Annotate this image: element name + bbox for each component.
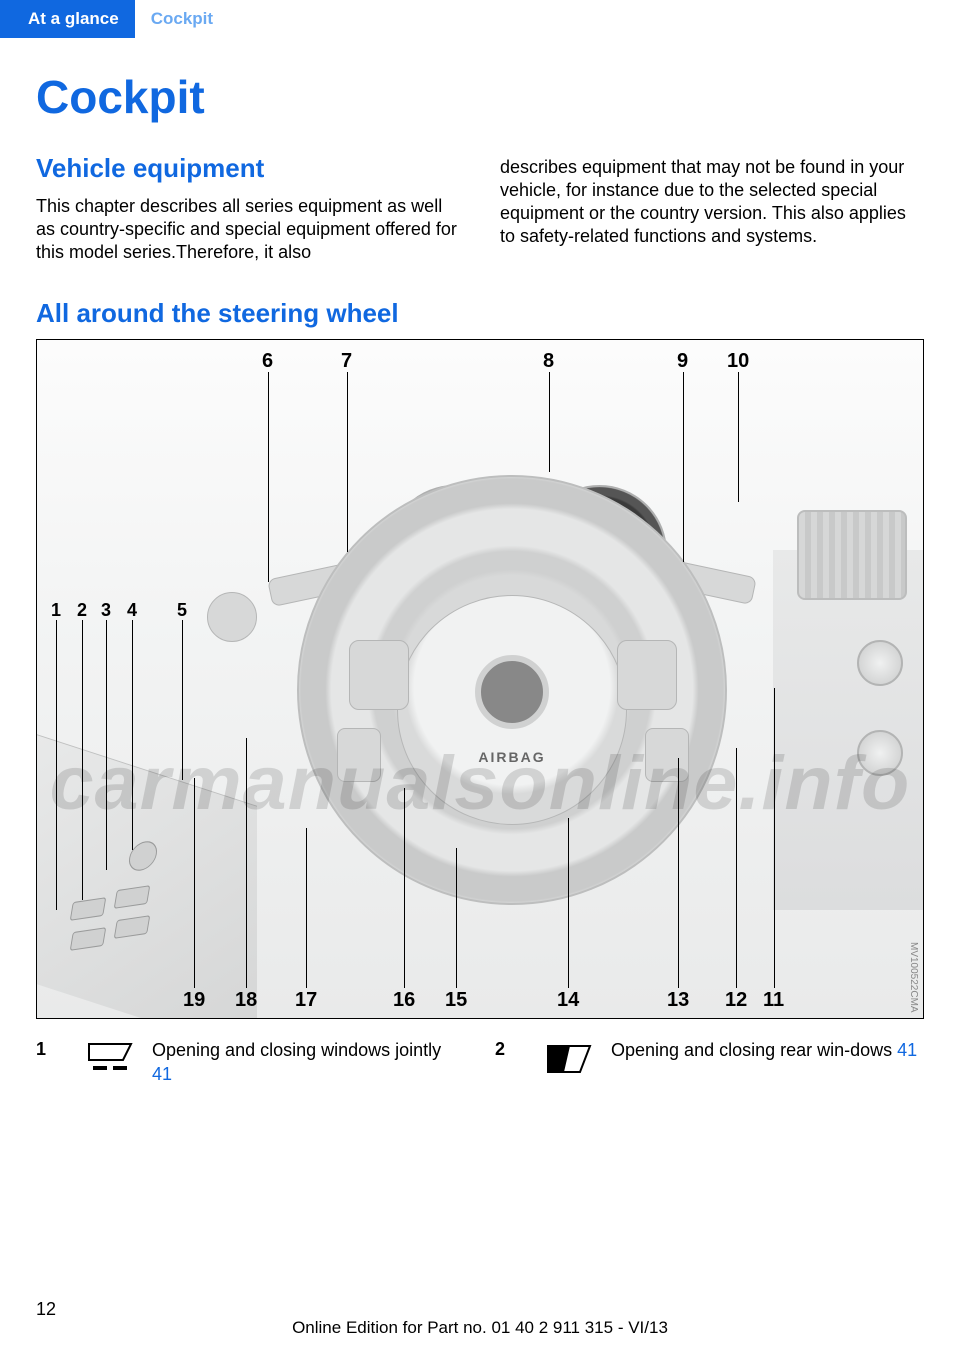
callout-line <box>56 620 57 910</box>
header-tabs: At a glance Cockpit <box>0 0 960 38</box>
intro-text-right: describes equipment that may not be foun… <box>500 156 924 248</box>
bmw-badge-icon <box>475 655 549 729</box>
steering-wheel-hub: AIRBAG <box>397 595 627 825</box>
page-link-41a[interactable]: 41 <box>152 1064 172 1084</box>
callout-19: 19 <box>183 989 205 1012</box>
callout-5: 5 <box>177 600 187 621</box>
legend-num-2: 2 <box>495 1039 521 1060</box>
callout-line <box>106 620 107 870</box>
callout-line <box>82 620 83 900</box>
intro-col-right: describes equipment that may not be foun… <box>500 152 924 264</box>
callout-3: 3 <box>101 600 111 621</box>
callout-4: 4 <box>127 600 137 621</box>
callout-12: 12 <box>725 989 747 1012</box>
intro-columns: Vehicle equipment This chapter describes… <box>36 152 924 264</box>
callout-17: 17 <box>295 989 317 1012</box>
callout-8: 8 <box>543 350 554 373</box>
callout-line <box>268 372 269 582</box>
rear-window-icon <box>541 1039 597 1079</box>
callout-line <box>568 818 569 988</box>
callout-line <box>132 620 133 850</box>
figure-legend: 1 Opening and closing windows jointly 41… <box>36 1039 924 1086</box>
callout-line <box>246 738 247 988</box>
tab-at-a-glance: At a glance <box>0 0 135 38</box>
wheel-buttons-right <box>617 640 677 710</box>
legend-item-1: 1 Opening and closing windows jointly 41 <box>36 1039 465 1086</box>
callout-line <box>456 848 457 988</box>
dashboard-right-panel <box>773 550 923 910</box>
intro-text-left: This chapter describes all series equipm… <box>36 195 460 264</box>
callout-line <box>194 778 195 988</box>
legend-item-2: 2 Opening and closing rear win‐dows 41 <box>495 1039 924 1086</box>
legend-text-1: Opening and closing windows jointly 41 <box>152 1039 465 1086</box>
callout-11: 11 <box>763 989 784 1012</box>
light-switch <box>207 592 257 642</box>
airbag-label: AIRBAG <box>478 749 545 765</box>
callout-line <box>306 828 307 988</box>
callout-1: 1 <box>51 600 61 621</box>
callout-15: 15 <box>445 989 467 1012</box>
callout-9: 9 <box>677 350 688 373</box>
heading-vehicle-equipment: Vehicle equipment <box>36 152 460 185</box>
callout-13: 13 <box>667 989 689 1012</box>
callout-18: 18 <box>235 989 257 1012</box>
windows-joint-icon <box>82 1039 138 1079</box>
callout-line <box>736 748 737 988</box>
image-code: MV100522CMA <box>908 942 919 1013</box>
callout-line <box>549 372 550 472</box>
footer-line: Online Edition for Part no. 01 40 2 911 … <box>0 1318 960 1338</box>
callout-line <box>683 372 684 562</box>
door-panel <box>37 735 257 1020</box>
callout-14: 14 <box>557 989 579 1012</box>
callout-line <box>182 620 183 780</box>
callout-10: 10 <box>727 350 749 373</box>
tab-cockpit: Cockpit <box>135 0 229 38</box>
callout-2: 2 <box>77 600 87 621</box>
callout-line <box>774 688 775 988</box>
callout-16: 16 <box>393 989 415 1012</box>
callout-6: 6 <box>262 350 273 373</box>
page-link-41b[interactable]: 41 <box>897 1040 917 1060</box>
heading-steering-wheel: All around the steering wheel <box>36 298 924 329</box>
intro-col-left: Vehicle equipment This chapter describes… <box>36 152 460 264</box>
wheel-button-lower-right <box>645 728 689 782</box>
callout-line <box>678 758 679 988</box>
wheel-button-lower-left <box>337 728 381 782</box>
callout-line <box>347 372 348 552</box>
legend-num-1: 1 <box>36 1039 62 1060</box>
callout-line <box>404 788 405 988</box>
callout-7: 7 <box>341 350 352 373</box>
wheel-buttons-left <box>349 640 409 710</box>
steering-wheel-figure: AIRBAG 6 7 8 9 10 1 2 3 4 5 19 18 17 <box>36 339 924 1019</box>
air-vent <box>797 510 907 600</box>
page-number: 12 <box>36 1299 56 1320</box>
callout-line <box>738 372 739 502</box>
page-title: Cockpit <box>36 70 924 124</box>
legend-text-2: Opening and closing rear win‐dows 41 <box>611 1039 924 1062</box>
